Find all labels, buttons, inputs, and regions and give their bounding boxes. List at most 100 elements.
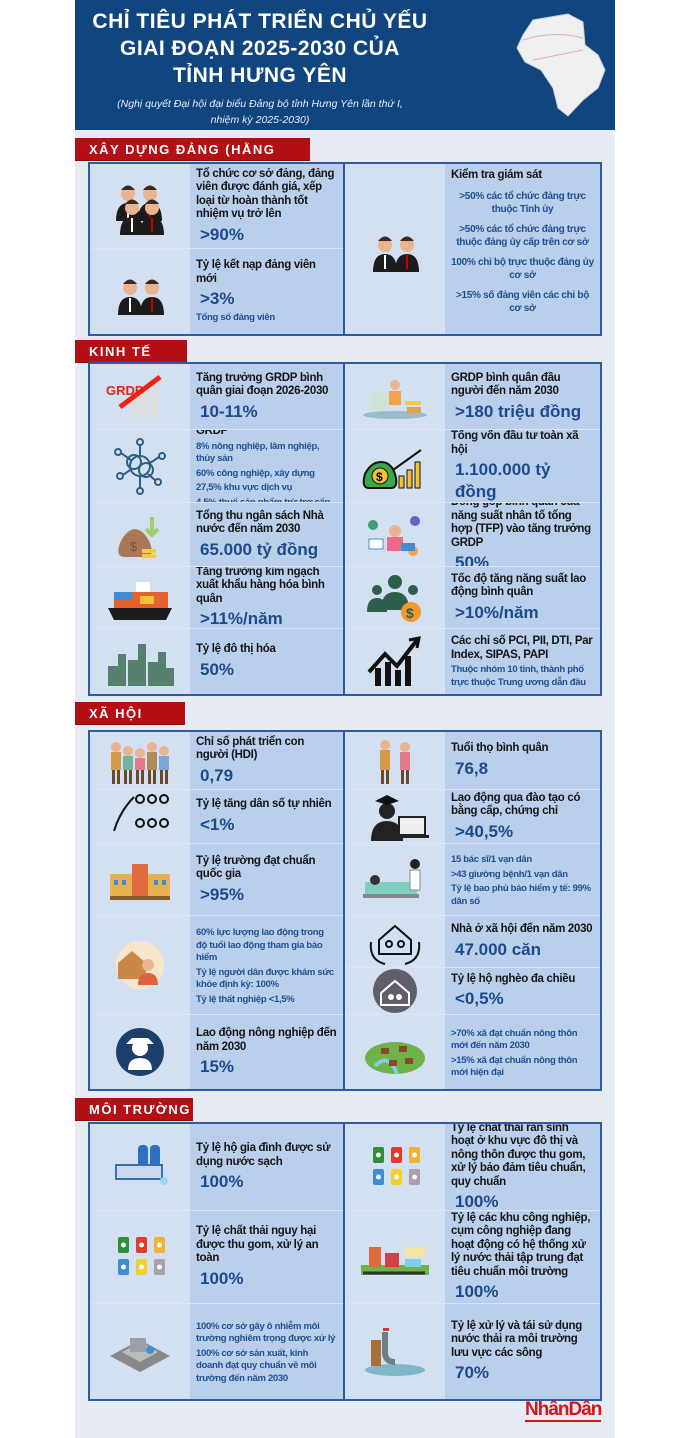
indicator-card: $ Tốc độ tăng năng suất lao động bình quâ… xyxy=(345,567,600,629)
indicator-value: 47.000 căn xyxy=(455,939,542,959)
indicator-value: 50% xyxy=(455,553,490,566)
house-person-icon xyxy=(90,916,190,1014)
indicator-text: Tăng trưởng kim ngạch xuất khẩu hàng hóa… xyxy=(190,567,343,628)
indicator-text: Tỷ lệ trường đạt chuẩn quốc gia >95% xyxy=(190,844,343,915)
indicator-note: Tổng số đảng viên xyxy=(196,312,275,324)
section-label: KINH TẾ xyxy=(75,340,187,363)
indicator-value: >10%/năm xyxy=(455,602,539,622)
money-bag-icon: $ xyxy=(90,503,190,566)
housing-hands-icon xyxy=(345,916,445,967)
indicator-label: Tỷ lệ trường đạt chuẩn quốc gia xyxy=(196,854,316,881)
indicator-text: Tỷ lệ hộ gia đình được sử dụng nước sạch… xyxy=(190,1124,343,1210)
indicator-text: Các chỉ số PCI, PII, DTI, Par Index, SIP… xyxy=(445,629,600,694)
indicator-text: Tổ chức cơ sở đảng, đảng viên được đánh … xyxy=(190,164,343,248)
indicator-card: Tổ chức cơ sở đảng, đảng viên được đánh … xyxy=(90,164,343,249)
indicator-label: Lao động qua đào tạo có bằng cấp, chứng … xyxy=(451,791,581,818)
indicator-text: Tỷ lệ kết nạp đảng viên mới >3% Tổng số đả… xyxy=(190,249,343,334)
indicator-label: Tỷ lệ tăng dân số tự nhiên xyxy=(196,798,332,811)
hospital-bed-icon xyxy=(345,844,445,915)
indicator-text: GRDP bình quân đầu người đến năm 2030 >18… xyxy=(445,364,600,429)
four-people-icon xyxy=(90,164,190,248)
indicator-card: Tỷ lệ kết nạp đảng viên mới >3% Tổng số đả… xyxy=(90,249,343,334)
indicator-card: Nhà ở xã hội đến năm 2030 47.000 căn xyxy=(345,916,600,968)
city-skyline-icon xyxy=(90,629,190,694)
page-title: CHỈ TIÊU PHÁT TRIỂN CHỦ YẾU GIAI ĐOẠN 20… xyxy=(75,8,445,89)
indicator-value: 76,8 xyxy=(455,758,489,778)
indicator-value: >40,5% xyxy=(455,821,514,841)
indicator-label: Đóng góp bình quân của năng suất nhân tố… xyxy=(451,503,591,549)
indicator-note: 60% lực lượng lao động trong độ tuổi lao… xyxy=(196,927,324,963)
indicator-label: Tăng trưởng kim ngạch xuất khẩu hàng hóa… xyxy=(196,567,325,605)
indicator-text: Tỷ lệ chất thải rắn sinh hoạt ở khu vực … xyxy=(445,1124,600,1210)
indicator-label: Cơ cấu kinh tế trong GRDP xyxy=(196,430,229,437)
indicator-card: >70% xã đạt chuẩn nông thôn mới đến năm … xyxy=(345,1015,600,1089)
indicator-label: Tỷ lệ xử lý và tái sử dụng nước thải ra … xyxy=(451,1319,582,1359)
indicator-text: 15 bác sĩ/1 vạn dân >43 giường bệnh/1 vạn… xyxy=(445,844,600,915)
family-icon xyxy=(90,732,190,789)
indicator-label: Chỉ số phát triển con người (HDI) xyxy=(196,735,305,762)
svg-text:$: $ xyxy=(376,470,383,484)
indicator-text: Tỷ lệ chất thải nguy hại được thu gom, x… xyxy=(190,1211,343,1303)
indicator-card: Tỷ lệ chất thải nguy hại được thu gom, x… xyxy=(90,1211,343,1304)
indicator-card: Các chỉ số PCI, PII, DTI, Par Index, SIP… xyxy=(345,629,600,694)
section-label: MÔI TRƯỜNG xyxy=(75,1098,193,1121)
right-column: Kiểm tra giám sát >50% các tổ chức đảng t… xyxy=(345,164,600,334)
indicator-label: Nhà ở xã hội đến năm 2030 xyxy=(451,923,593,936)
indicator-label: Tỷ lệ hộ gia đình được sử dụng nước sạch xyxy=(196,1142,331,1168)
grdp-growth-icon: GRDP xyxy=(90,364,190,429)
indicator-card: Đóng góp bình quân của năng suất nhân tố… xyxy=(345,503,600,567)
cargo-ship-icon xyxy=(90,567,190,628)
indicator-note: 15 bác sĩ/1 vạn dân xyxy=(451,854,532,865)
indicator-text: Đóng góp bình quân của năng suất nhân tố… xyxy=(445,503,600,566)
indicator-card: Tỷ lệ trường đạt chuẩn quốc gia >95% xyxy=(90,844,343,916)
indicator-card: Tỷ lệ các khu công nghiệp, cụm công nghi… xyxy=(345,1211,600,1304)
indicator-card: Chỉ số phát triển con người (HDI) 0,79 xyxy=(90,732,343,790)
subtitle-line: nhiệm kỳ 2025-2030) xyxy=(210,114,310,126)
recycle-bins-icon xyxy=(345,1124,445,1210)
indicator-card: Tỷ lệ xử lý và tái sử dụng nước thải ra … xyxy=(345,1304,600,1399)
indicator-label: Tỷ lệ chất thải rắn sinh hoạt ở khu vực … xyxy=(451,1124,586,1188)
indicator-label: Tổ chức cơ sở đảng, đảng viên được đánh … xyxy=(196,167,335,221)
svg-text:GRDP: GRDP xyxy=(106,383,144,398)
indicator-value: >11%/năm xyxy=(200,609,283,628)
title-line: CHỈ TIÊU PHÁT TRIỂN CHỦ YẾU xyxy=(92,10,428,33)
indicator-label: Tốc độ tăng năng suất lao động bình quân xyxy=(451,572,586,599)
indicator-note: Thuộc nhóm 10 tỉnh, thành phố trực thuộc… xyxy=(451,664,586,688)
indicator-value: <0,5% xyxy=(455,989,504,1009)
section-label: XÂY DỰNG ĐẢNG (HẰNG NĂM) xyxy=(75,138,310,180)
indicator-text: Chỉ số phát triển con người (HDI) 0,79 xyxy=(190,732,343,789)
indicator-text: Tuổi thọ bình quân 76,8 xyxy=(445,732,600,789)
team-dollar-icon: $ xyxy=(345,567,445,628)
two-people-icon xyxy=(90,249,190,334)
indicator-text: Lao động qua đào tạo có bằng cấp, chứng … xyxy=(445,790,600,843)
indicator-card: 15 bác sĩ/1 vạn dân >43 giường bệnh/1 vạn… xyxy=(345,844,600,916)
productivity-icon xyxy=(345,503,445,566)
indicator-card: Tỷ lệ đô thị hóa 50% xyxy=(90,629,343,694)
water-plant-icon xyxy=(90,1124,190,1210)
indicator-label: Kiểm tra giám sát xyxy=(451,169,542,181)
indicator-text: Cơ cấu kinh tế trong GRDP 8% nông nghiệp,… xyxy=(190,430,343,502)
indicator-value: >3% xyxy=(200,289,235,309)
person-laptop-icon xyxy=(345,364,445,429)
indicator-value: >90% xyxy=(200,224,244,244)
indicator-card: Cơ cấu kinh tế trong GRDP 8% nông nghiệp,… xyxy=(90,430,343,503)
indicator-value: 10-11% xyxy=(200,401,258,421)
indicator-card: Lao động qua đào tạo có bằng cấp, chứng … xyxy=(345,790,600,844)
indicator-note: >15% số đảng viên các chi bộ cơ sở xyxy=(455,289,590,314)
indicator-note: >50% các tổ chức đảng trực thuộc Tỉnh ủy xyxy=(459,190,586,215)
indicator-value: 15% xyxy=(200,1057,235,1076)
indicator-value: 50% xyxy=(200,659,235,679)
indicator-value: 1.100.000 tỷ đồng xyxy=(455,460,551,501)
network-icon xyxy=(90,430,190,502)
indicator-value: >180 triệu đồng xyxy=(455,401,582,421)
svg-text:$: $ xyxy=(406,605,414,621)
indicator-card: Lao động nông nghiệp đến năm 2030 15% xyxy=(90,1015,343,1089)
indicator-label: Tỷ lệ kết nạp đảng viên mới xyxy=(196,259,316,285)
money-chart-icon: $ xyxy=(345,430,445,502)
indicator-label: Lao động nông nghiệp đến năm 2030 xyxy=(196,1027,337,1053)
village-icon xyxy=(345,1015,445,1089)
right-column: GRDP bình quân đầu người đến năm 2030 >18… xyxy=(345,364,600,694)
nhandan-logo: NhânDân xyxy=(525,1399,602,1422)
two-people-icon xyxy=(345,164,445,334)
indicator-text: Tỷ lệ đô thị hóa 50% xyxy=(190,629,343,694)
